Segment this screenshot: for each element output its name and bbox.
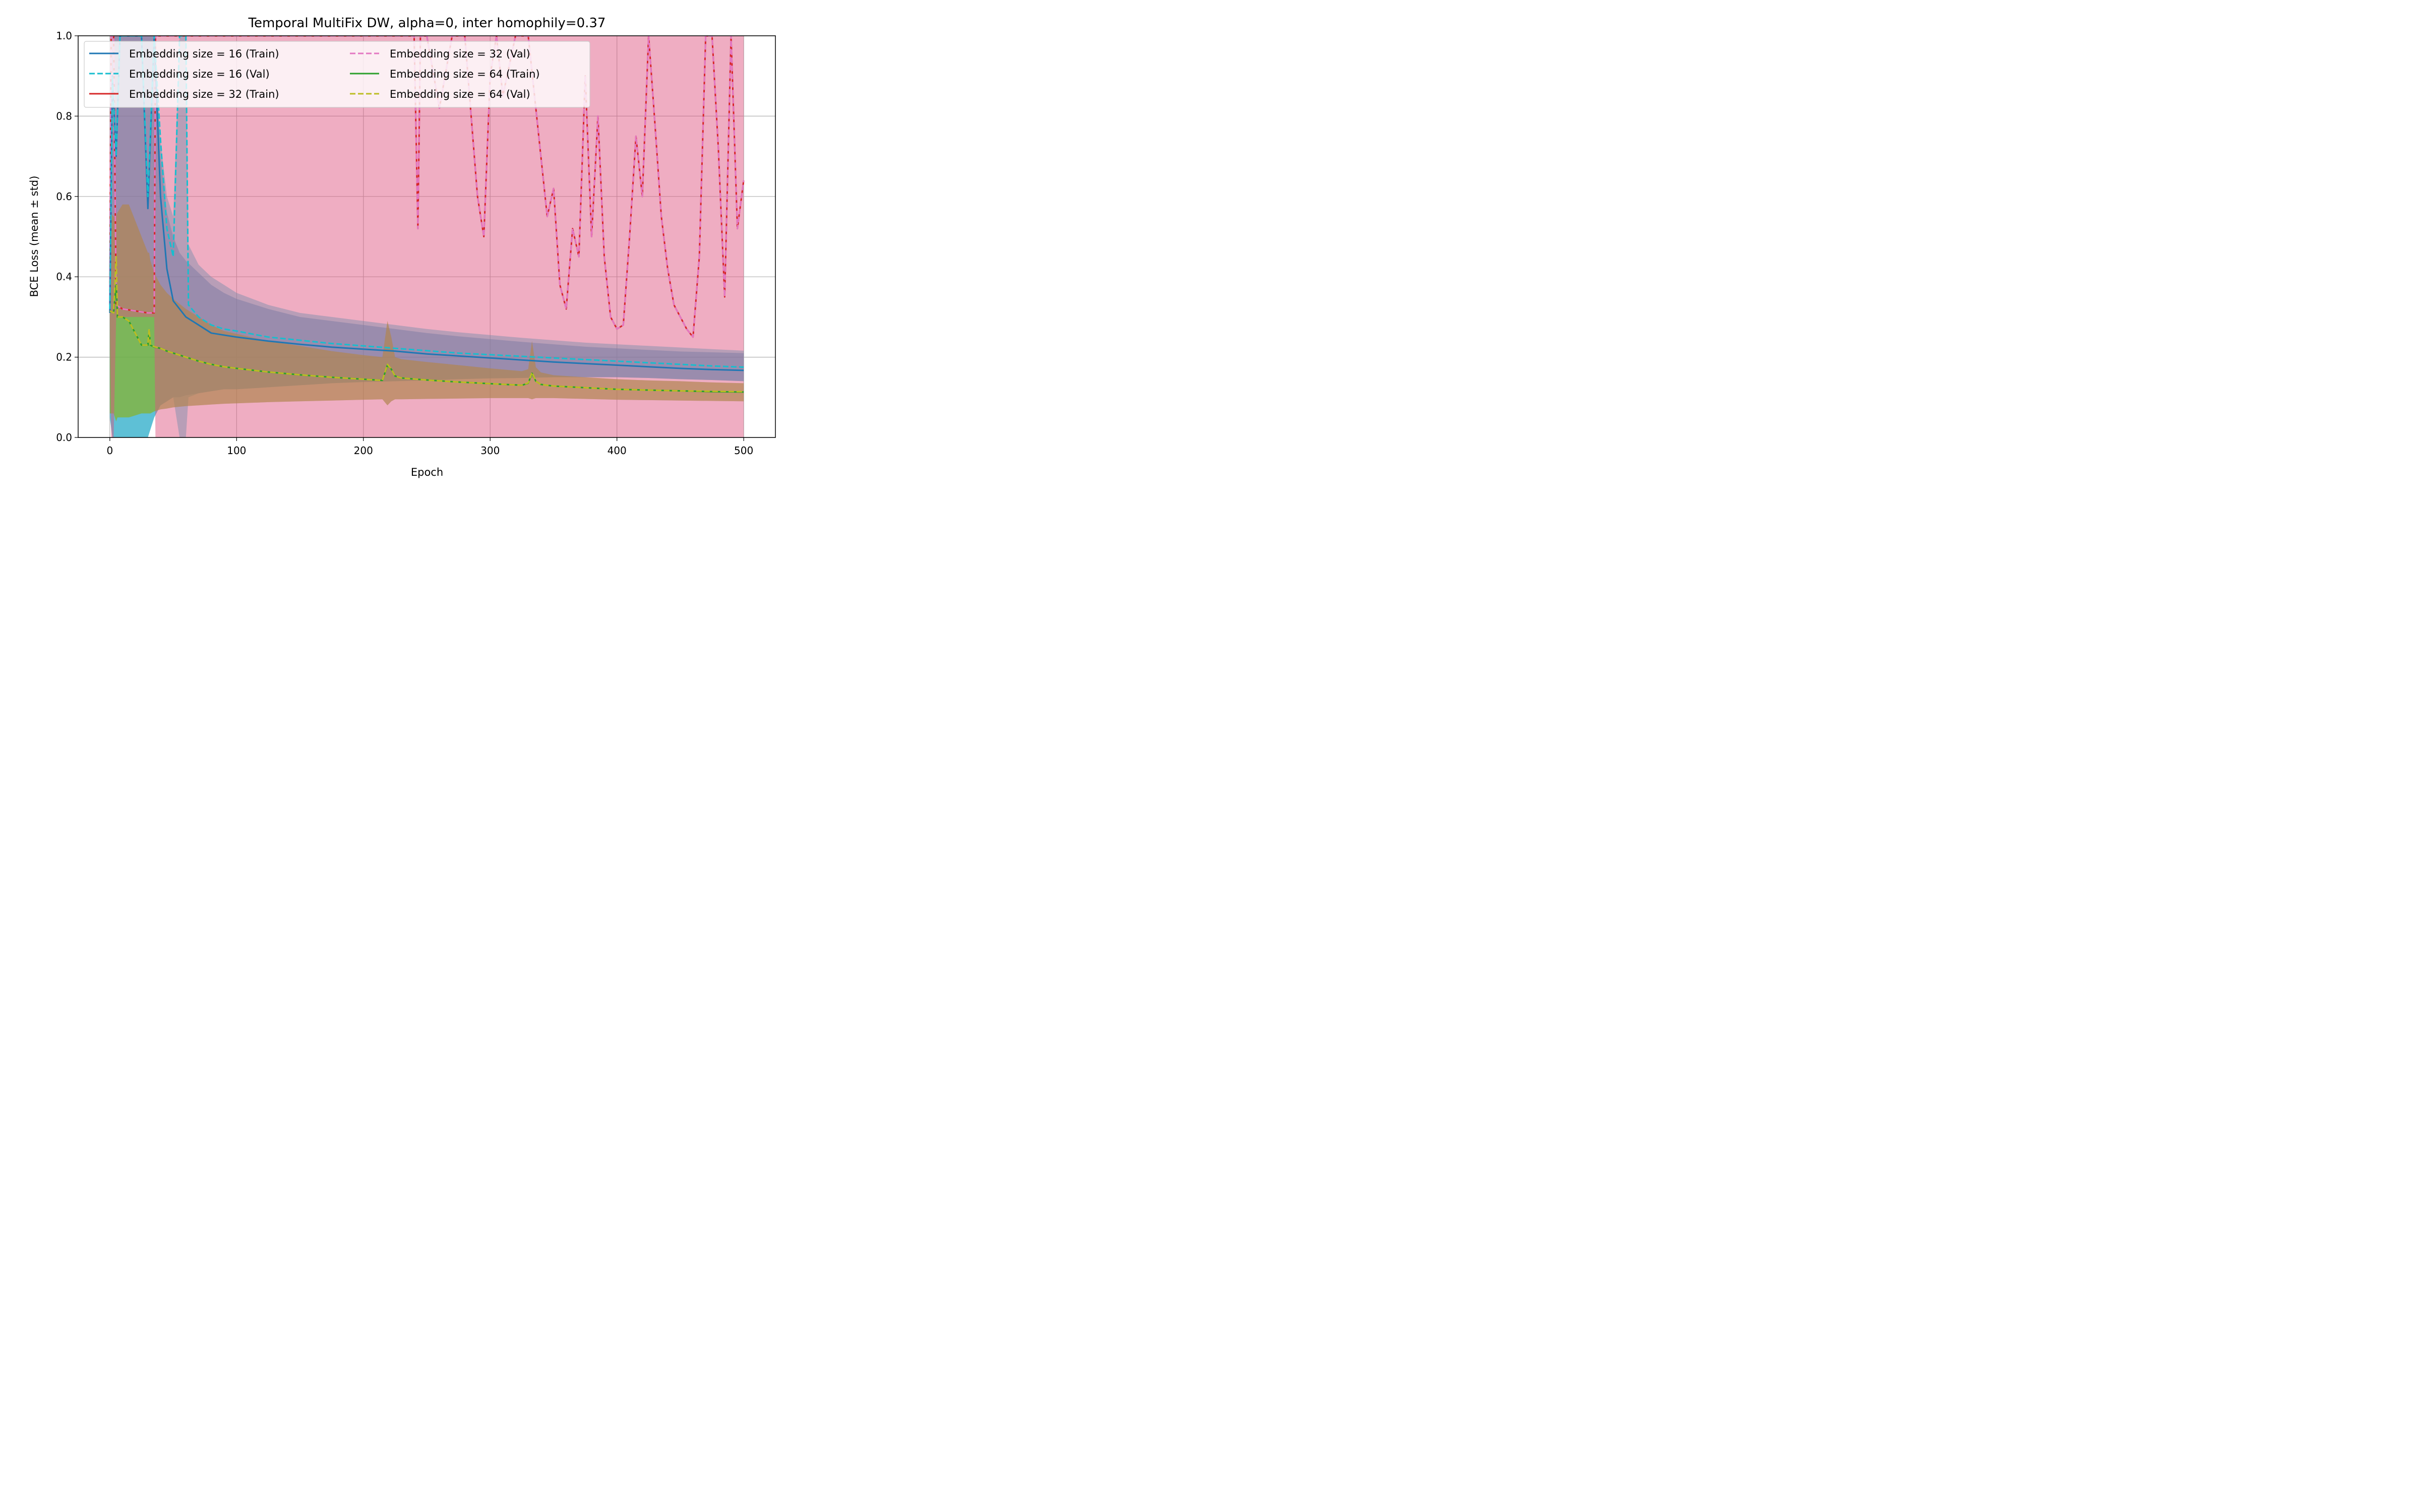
x-tick-label: 500 bbox=[734, 445, 753, 457]
y-tick-label: 0.2 bbox=[56, 351, 72, 363]
series-line bbox=[109, 36, 744, 368]
x-tick-label: 400 bbox=[608, 445, 627, 457]
x-tick-label: 0 bbox=[106, 445, 113, 457]
std-band bbox=[109, 204, 744, 422]
legend-label: Embedding size = 16 (Train) bbox=[129, 48, 279, 60]
x-tick-label: 100 bbox=[227, 445, 246, 457]
series-line bbox=[109, 36, 745, 338]
legend-label: Embedding size = 32 (Train) bbox=[129, 88, 279, 100]
y-tick-label: 0.6 bbox=[56, 191, 72, 203]
loss-chart: Temporal MultiFix DW, alpha=0, inter hom… bbox=[0, 0, 785, 490]
legend-label: Embedding size = 64 (Val) bbox=[390, 88, 530, 100]
series-line bbox=[109, 256, 744, 393]
x-axis-label: Epoch bbox=[411, 466, 443, 478]
y-tick-label: 0.0 bbox=[56, 431, 72, 444]
y-tick-label: 0.8 bbox=[56, 110, 72, 122]
legend: Embedding size = 16 (Train) Embedding siz… bbox=[84, 41, 590, 108]
std-band bbox=[109, 204, 744, 422]
axis-ticks: 0 100 200 300 400 500 0.0 0.2 0.4 0.6 0.8 1.0 bbox=[56, 30, 753, 457]
legend-box bbox=[84, 41, 590, 108]
x-tick-label: 200 bbox=[354, 445, 373, 457]
plot-frame bbox=[78, 35, 776, 438]
legend-label: Embedding size = 64 (Train) bbox=[390, 68, 540, 80]
chart-title: Temporal MultiFix DW, alpha=0, inter hom… bbox=[248, 16, 606, 31]
y-axis-label: BCE Loss (mean ± std) bbox=[28, 176, 40, 297]
legend-label: Embedding size = 32 (Val) bbox=[390, 48, 530, 60]
y-tick-label: 1.0 bbox=[56, 30, 72, 42]
legend-label: Embedding size = 16 (Val) bbox=[129, 68, 270, 80]
y-tick-label: 0.4 bbox=[56, 271, 72, 283]
x-tick-label: 300 bbox=[480, 445, 500, 457]
